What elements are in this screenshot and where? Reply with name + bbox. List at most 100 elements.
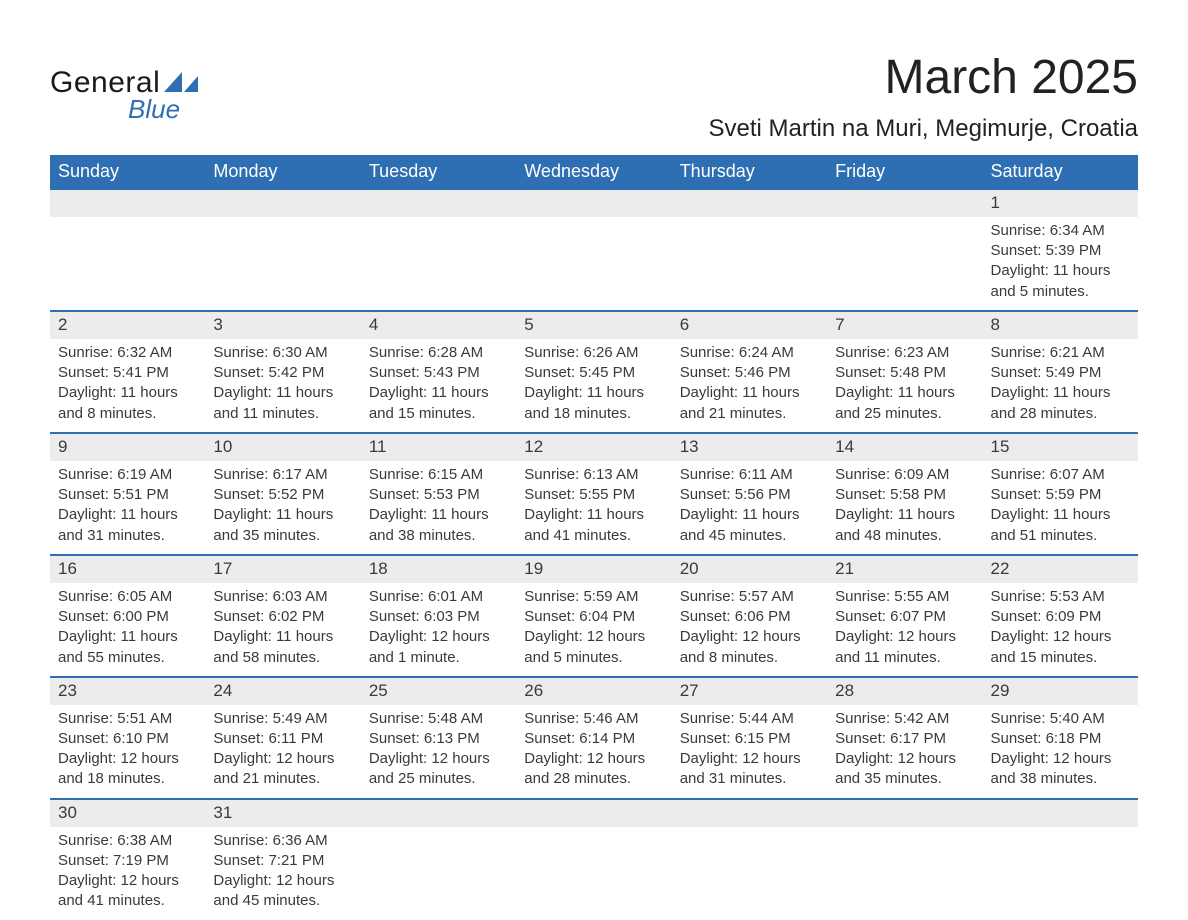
daylight-line: Daylight: 11 hours and 25 minutes.	[835, 383, 974, 424]
empty-day-number	[672, 799, 827, 827]
sunset-line: Sunset: 5:59 PM	[991, 485, 1130, 505]
sunset-line: Sunset: 5:51 PM	[58, 485, 197, 505]
sunset-line: Sunset: 5:56 PM	[680, 485, 819, 505]
empty-day-number	[983, 799, 1138, 827]
day-number-row: 23242526272829	[50, 677, 1138, 705]
daylight-line: Daylight: 11 hours and 51 minutes.	[991, 505, 1130, 546]
day-detail-cell: Sunrise: 5:55 AMSunset: 6:07 PMDaylight:…	[827, 583, 982, 677]
empty-day-detail	[827, 827, 982, 920]
calendar-header-row: SundayMondayTuesdayWednesdayThursdayFrid…	[50, 155, 1138, 189]
sunset-line: Sunset: 6:17 PM	[835, 729, 974, 749]
sunrise-line: Sunrise: 6:13 AM	[524, 465, 663, 485]
empty-day-number	[827, 189, 982, 217]
daylight-line: Daylight: 12 hours and 35 minutes.	[835, 749, 974, 790]
day-detail-cell: Sunrise: 6:17 AMSunset: 5:52 PMDaylight:…	[205, 461, 360, 555]
day-number-cell: 23	[50, 677, 205, 705]
day-detail-cell: Sunrise: 6:38 AMSunset: 7:19 PMDaylight:…	[50, 827, 205, 920]
day-number-cell: 31	[205, 799, 360, 827]
day-detail-cell: Sunrise: 6:32 AMSunset: 5:41 PMDaylight:…	[50, 339, 205, 433]
sunset-line: Sunset: 6:14 PM	[524, 729, 663, 749]
sunset-line: Sunset: 5:42 PM	[213, 363, 352, 383]
day-detail-cell: Sunrise: 6:13 AMSunset: 5:55 PMDaylight:…	[516, 461, 671, 555]
calendar-body: 1 Sunrise: 6:34 AMSunset: 5:39 PMDayligh…	[50, 189, 1138, 920]
empty-day-number	[361, 799, 516, 827]
sunrise-line: Sunrise: 6:34 AM	[991, 221, 1130, 241]
daylight-line: Daylight: 12 hours and 38 minutes.	[991, 749, 1130, 790]
empty-day-number	[516, 799, 671, 827]
day-detail-cell: Sunrise: 5:40 AMSunset: 6:18 PMDaylight:…	[983, 705, 1138, 799]
weekday-header: Thursday	[672, 155, 827, 189]
day-detail-row: Sunrise: 6:05 AMSunset: 6:00 PMDaylight:…	[50, 583, 1138, 677]
month-title: March 2025	[709, 50, 1138, 105]
empty-day-number	[205, 189, 360, 217]
empty-day-detail	[516, 217, 671, 311]
daylight-line: Daylight: 11 hours and 35 minutes.	[213, 505, 352, 546]
day-detail-cell: Sunrise: 6:03 AMSunset: 6:02 PMDaylight:…	[205, 583, 360, 677]
sunrise-line: Sunrise: 6:32 AM	[58, 343, 197, 363]
daylight-line: Daylight: 11 hours and 21 minutes.	[680, 383, 819, 424]
day-number-cell: 17	[205, 555, 360, 583]
daylight-line: Daylight: 11 hours and 48 minutes.	[835, 505, 974, 546]
day-detail-cell: Sunrise: 6:21 AMSunset: 5:49 PMDaylight:…	[983, 339, 1138, 433]
day-number-cell: 25	[361, 677, 516, 705]
sunrise-line: Sunrise: 5:46 AM	[524, 709, 663, 729]
day-detail-row: Sunrise: 6:32 AMSunset: 5:41 PMDaylight:…	[50, 339, 1138, 433]
sunrise-line: Sunrise: 5:57 AM	[680, 587, 819, 607]
daylight-line: Daylight: 11 hours and 18 minutes.	[524, 383, 663, 424]
daylight-line: Daylight: 11 hours and 5 minutes.	[991, 261, 1130, 302]
day-detail-cell: Sunrise: 6:07 AMSunset: 5:59 PMDaylight:…	[983, 461, 1138, 555]
sunset-line: Sunset: 6:10 PM	[58, 729, 197, 749]
sunrise-line: Sunrise: 5:51 AM	[58, 709, 197, 729]
day-number-row: 9101112131415	[50, 433, 1138, 461]
empty-day-detail	[516, 827, 671, 920]
day-number-cell: 19	[516, 555, 671, 583]
sunrise-line: Sunrise: 5:44 AM	[680, 709, 819, 729]
sunrise-line: Sunrise: 6:17 AM	[213, 465, 352, 485]
daylight-line: Daylight: 11 hours and 8 minutes.	[58, 383, 197, 424]
day-number-cell: 14	[827, 433, 982, 461]
sunrise-line: Sunrise: 6:05 AM	[58, 587, 197, 607]
sunset-line: Sunset: 7:19 PM	[58, 851, 197, 871]
daylight-line: Daylight: 12 hours and 45 minutes.	[213, 871, 352, 912]
daylight-line: Daylight: 11 hours and 28 minutes.	[991, 383, 1130, 424]
sunrise-line: Sunrise: 6:23 AM	[835, 343, 974, 363]
sunrise-line: Sunrise: 6:36 AM	[213, 831, 352, 851]
day-number-cell: 15	[983, 433, 1138, 461]
daylight-line: Daylight: 11 hours and 31 minutes.	[58, 505, 197, 546]
sunrise-line: Sunrise: 6:24 AM	[680, 343, 819, 363]
empty-day-detail	[205, 217, 360, 311]
daylight-line: Daylight: 11 hours and 58 minutes.	[213, 627, 352, 668]
day-number-cell: 12	[516, 433, 671, 461]
day-detail-cell: Sunrise: 6:28 AMSunset: 5:43 PMDaylight:…	[361, 339, 516, 433]
weekday-header: Wednesday	[516, 155, 671, 189]
day-detail-cell: Sunrise: 5:48 AMSunset: 6:13 PMDaylight:…	[361, 705, 516, 799]
empty-day-detail	[672, 827, 827, 920]
sunset-line: Sunset: 5:43 PM	[369, 363, 508, 383]
empty-day-number	[827, 799, 982, 827]
sunset-line: Sunset: 6:07 PM	[835, 607, 974, 627]
sunset-line: Sunset: 5:58 PM	[835, 485, 974, 505]
sunrise-line: Sunrise: 6:21 AM	[991, 343, 1130, 363]
daylight-line: Daylight: 12 hours and 41 minutes.	[58, 871, 197, 912]
day-number-row: 2345678	[50, 311, 1138, 339]
sunset-line: Sunset: 5:45 PM	[524, 363, 663, 383]
sunset-line: Sunset: 5:53 PM	[369, 485, 508, 505]
sunset-line: Sunset: 6:15 PM	[680, 729, 819, 749]
sunset-line: Sunset: 5:46 PM	[680, 363, 819, 383]
logo: General Blue	[50, 66, 198, 125]
sunrise-line: Sunrise: 5:49 AM	[213, 709, 352, 729]
weekday-header: Monday	[205, 155, 360, 189]
daylight-line: Daylight: 12 hours and 21 minutes.	[213, 749, 352, 790]
day-number-cell: 13	[672, 433, 827, 461]
sunset-line: Sunset: 6:06 PM	[680, 607, 819, 627]
sunrise-line: Sunrise: 5:48 AM	[369, 709, 508, 729]
day-detail-cell: Sunrise: 5:49 AMSunset: 6:11 PMDaylight:…	[205, 705, 360, 799]
day-detail-row: Sunrise: 6:19 AMSunset: 5:51 PMDaylight:…	[50, 461, 1138, 555]
sunrise-line: Sunrise: 5:59 AM	[524, 587, 663, 607]
day-number-cell: 2	[50, 311, 205, 339]
sunset-line: Sunset: 6:02 PM	[213, 607, 352, 627]
day-number-cell: 20	[672, 555, 827, 583]
day-number-cell: 21	[827, 555, 982, 583]
day-number-cell: 30	[50, 799, 205, 827]
logo-text-blue: Blue	[128, 94, 198, 125]
